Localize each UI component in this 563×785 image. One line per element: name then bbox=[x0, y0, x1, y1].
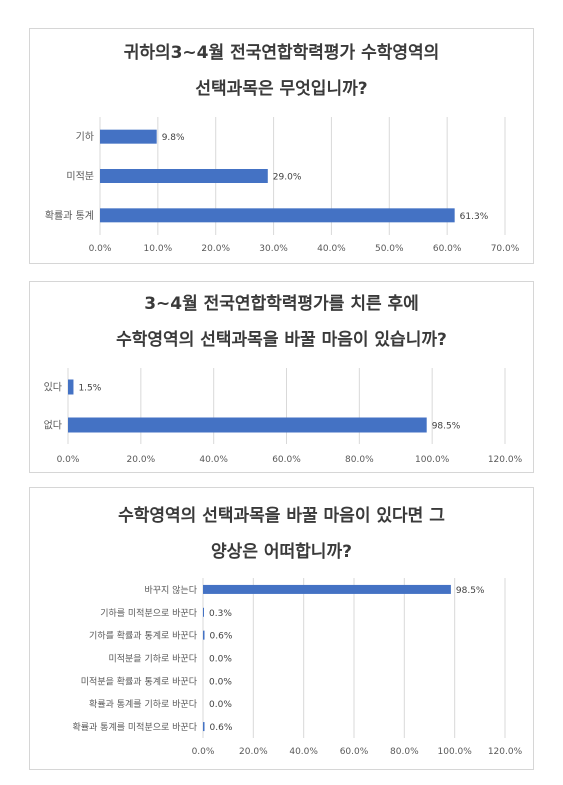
chart-title-3-line-2: 양상은 어떠합니까? bbox=[211, 542, 352, 562]
value-label-1-0: 9.8% bbox=[162, 133, 185, 143]
chart-2-plot: 0.0% 20.0% 40.0% 60.0% 80.0% 100.0% 120.0% 있다 1.… bbox=[44, 368, 523, 465]
value-label-3-2: 0.6% bbox=[210, 632, 233, 642]
category-label-3-5: 확률과 통계를 기하로 바꾼다 bbox=[89, 698, 198, 710]
x-tick-label-1-4: 40.0% bbox=[317, 244, 346, 254]
value-label-3-0: 98.5% bbox=[456, 586, 485, 596]
value-label-3-6: 0.6% bbox=[210, 723, 233, 733]
bar-1-2 bbox=[100, 208, 455, 223]
x-tick-label-1-5: 50.0% bbox=[375, 244, 404, 254]
bar-3-1 bbox=[203, 607, 204, 617]
chart-title-2-line-1: 3~4월 전국연합학력평가를 치른 후에 bbox=[144, 294, 419, 314]
bar-2-1 bbox=[68, 417, 427, 433]
category-label-3-3: 미적분을 기하로 바꾼다 bbox=[108, 653, 197, 665]
bar-3-2 bbox=[203, 630, 205, 640]
bar-1-0 bbox=[100, 129, 157, 144]
category-label-3-2: 기하를 확률과 통계로 바꾼다 bbox=[89, 630, 198, 642]
x-tick-label-2-0: 0.0% bbox=[57, 455, 80, 465]
chart-title-1-line-2: 선택과목은 무엇입니까? bbox=[195, 79, 368, 99]
x-tick-label-2-4: 80.0% bbox=[345, 455, 374, 465]
category-label-3-4: 미적분을 확률과 통계로 바꾼다 bbox=[81, 675, 198, 687]
value-label-1-1: 29.0% bbox=[273, 173, 302, 183]
x-tick-label-1-7: 70.0% bbox=[491, 244, 520, 254]
x-tick-label-3-5: 100.0% bbox=[438, 747, 473, 757]
category-label-1-2: 확률과 통계 bbox=[45, 210, 94, 222]
category-label-1-1: 미적분 bbox=[66, 171, 94, 183]
chart-panel-1: 귀하의3~4월 전국연합학력평가 수학영역의 선택과목은 무엇입니까? 0.0%… bbox=[29, 28, 534, 264]
x-tick-label-1-2: 20.0% bbox=[201, 244, 230, 254]
chart-panel-3: 수학영역의 선택과목을 바꿀 마음이 있다면 그 양상은 어떠합니까? 0.0%… bbox=[29, 487, 534, 770]
value-label-3-4: 0.0% bbox=[209, 677, 232, 687]
value-label-3-1: 0.3% bbox=[209, 609, 232, 619]
bar-2-0 bbox=[68, 379, 74, 395]
value-label-3-3: 0.0% bbox=[209, 655, 232, 665]
category-label-2-1: 없다 bbox=[44, 419, 62, 432]
bar-3-0 bbox=[203, 584, 451, 594]
x-tick-label-1-0: 0.0% bbox=[89, 244, 112, 254]
chart-title-1: 귀하의3~4월 전국연합학력평가 수학영역의 선택과목은 무엇입니까? bbox=[30, 35, 533, 107]
chart-title-3: 수학영역의 선택과목을 바꿀 마음이 있다면 그 양상은 어떠합니까? bbox=[30, 498, 533, 570]
x-tick-label-2-3: 60.0% bbox=[272, 455, 301, 465]
x-tick-label-2-5: 100.0% bbox=[415, 455, 450, 465]
category-label-1-0: 기하 bbox=[76, 130, 94, 143]
category-label-3-1: 기하를 미적분으로 바꾼다 bbox=[100, 607, 198, 619]
x-tick-label-1-1: 10.0% bbox=[144, 244, 173, 254]
chart-title-2: 3~4월 전국연합학력평가를 치른 후에 수학영역의 선택과목을 바꿀 마음이 … bbox=[30, 286, 533, 358]
value-label-1-2: 61.3% bbox=[460, 212, 489, 222]
x-tick-label-3-6: 120.0% bbox=[488, 747, 523, 757]
x-tick-label-3-2: 40.0% bbox=[289, 747, 318, 757]
bar-3-6 bbox=[203, 722, 205, 732]
category-label-3-6: 확률과 통계를 미적분으로 바꾼다 bbox=[72, 721, 197, 733]
category-label-2-0: 있다 bbox=[44, 382, 62, 394]
x-tick-label-2-1: 20.0% bbox=[127, 455, 156, 465]
chart-1-plot: 0.0% 10.0% 20.0% 30.0% 40.0% 50.0% 60.0% 70.0% 기… bbox=[45, 117, 520, 254]
value-label-2-1: 98.5% bbox=[432, 422, 461, 432]
chart-title-1-line-1: 귀하의3~4월 전국연합학력평가 수학영역의 bbox=[123, 43, 440, 63]
x-tick-label-2-6: 120.0% bbox=[488, 455, 523, 465]
x-tick-label-3-1: 20.0% bbox=[239, 747, 268, 757]
x-tick-label-3-0: 0.0% bbox=[192, 747, 215, 757]
x-tick-label-3-4: 80.0% bbox=[390, 747, 419, 757]
chart-3-plot: 0.0% 20.0% 40.0% 60.0% 80.0% 100.0% 120.0% 바꾸지 … bbox=[72, 578, 523, 757]
value-label-2-0: 1.5% bbox=[78, 384, 101, 394]
bar-1-1 bbox=[100, 169, 268, 183]
chart-panel-2: 3~4월 전국연합학력평가를 치른 후에 수학영역의 선택과목을 바꿀 마음이 … bbox=[29, 281, 534, 473]
x-tick-label-1-6: 60.0% bbox=[433, 244, 462, 254]
x-tick-label-2-2: 40.0% bbox=[199, 455, 228, 465]
x-tick-label-3-3: 60.0% bbox=[340, 747, 369, 757]
chart-title-2-line-2: 수학영역의 선택과목을 바꿀 마음이 있습니까? bbox=[116, 330, 447, 350]
value-label-3-5: 0.0% bbox=[209, 700, 232, 710]
x-tick-label-1-3: 30.0% bbox=[259, 244, 288, 254]
category-label-3-0: 바꾸지 않는다 bbox=[144, 585, 197, 596]
chart-title-3-line-1: 수학영역의 선택과목을 바꿀 마음이 있다면 그 bbox=[118, 506, 445, 526]
